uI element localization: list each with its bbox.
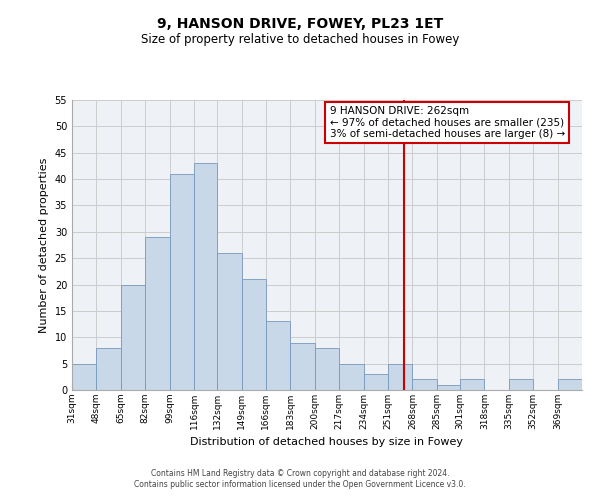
Bar (364, 374, 388, 390)
Bar (339, 364, 364, 390)
Text: 9, HANSON DRIVE, FOWEY, PL23 1ET: 9, HANSON DRIVE, FOWEY, PL23 1ET (157, 18, 443, 32)
Bar (242, 280, 266, 390)
Bar (557, 380, 582, 390)
Bar (509, 380, 533, 390)
Bar (266, 322, 290, 390)
Bar (121, 284, 145, 390)
Bar (388, 364, 412, 390)
Text: Size of property relative to detached houses in Fowey: Size of property relative to detached ho… (141, 32, 459, 46)
Bar (217, 253, 242, 390)
Bar (145, 237, 170, 390)
Text: 9 HANSON DRIVE: 262sqm
← 97% of detached houses are smaller (235)
3% of semi-det: 9 HANSON DRIVE: 262sqm ← 97% of detached… (329, 106, 565, 139)
Bar (194, 164, 217, 390)
Bar (460, 380, 484, 390)
Bar (170, 174, 194, 390)
X-axis label: Distribution of detached houses by size in Fowey: Distribution of detached houses by size … (191, 438, 464, 448)
Text: Contains HM Land Registry data © Crown copyright and database right 2024.: Contains HM Land Registry data © Crown c… (151, 468, 449, 477)
Bar (412, 380, 437, 390)
Bar (97, 348, 121, 390)
Bar (437, 384, 460, 390)
Bar (72, 364, 97, 390)
Bar (290, 342, 315, 390)
Bar (315, 348, 339, 390)
Text: Contains public sector information licensed under the Open Government Licence v3: Contains public sector information licen… (134, 480, 466, 489)
Y-axis label: Number of detached properties: Number of detached properties (39, 158, 49, 332)
